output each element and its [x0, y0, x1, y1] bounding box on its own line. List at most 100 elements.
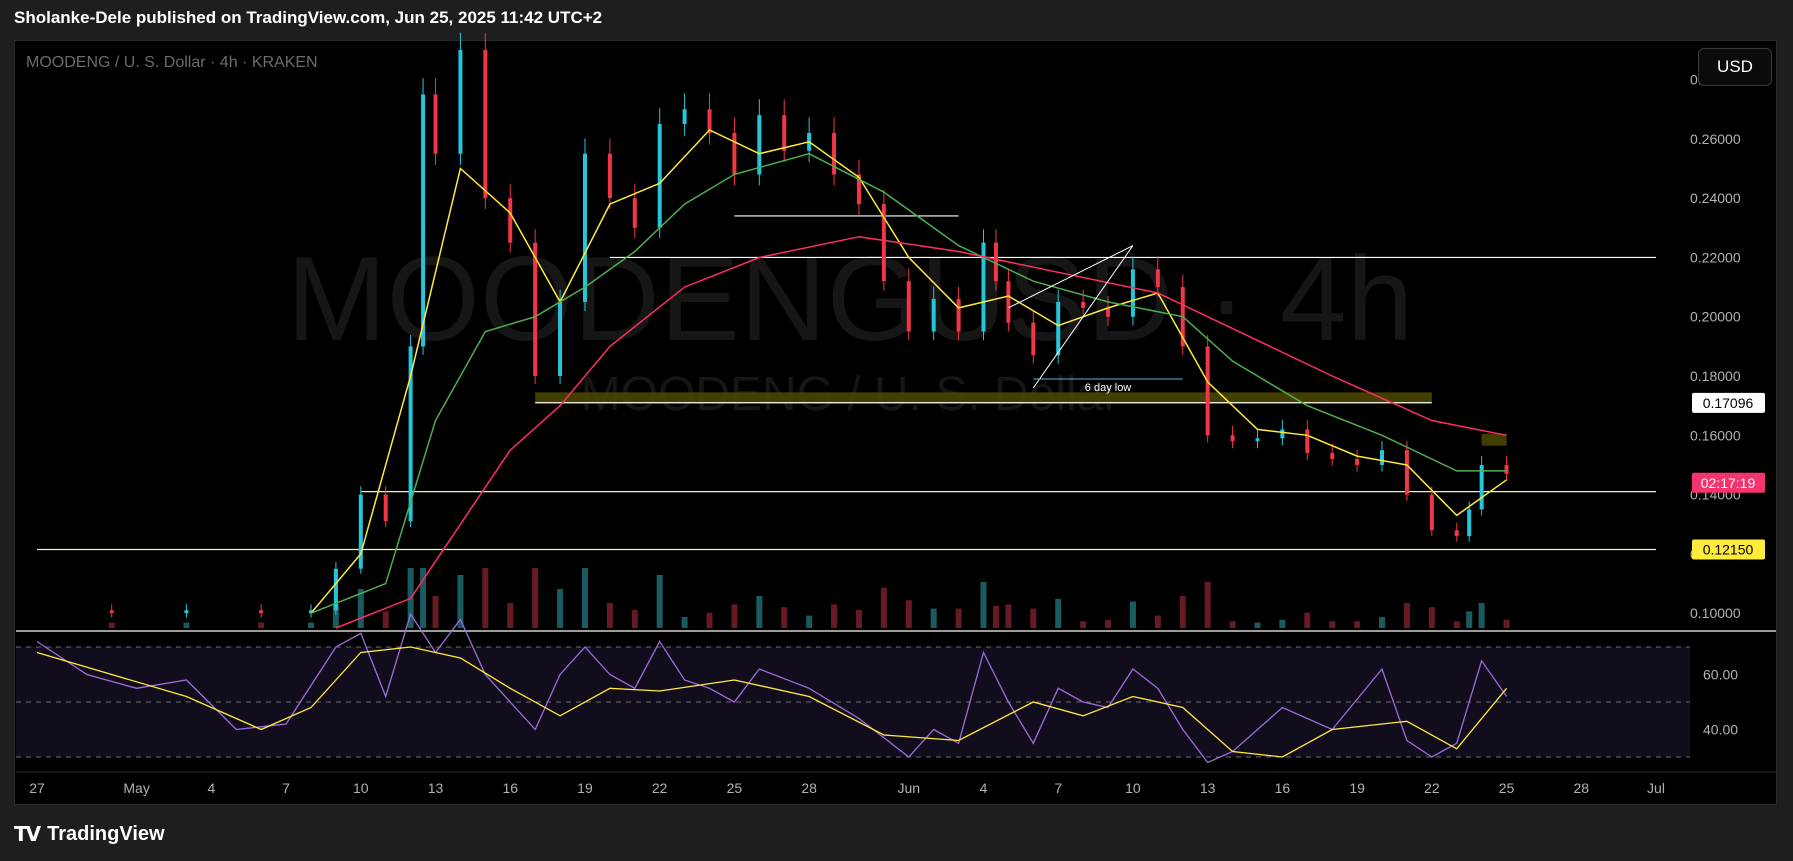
price-label-0: 0.17096: [1703, 395, 1754, 411]
price-label-2: 0.12150: [1703, 541, 1754, 557]
volume-bar: [855, 610, 862, 628]
candle-body: [458, 49, 463, 154]
price-label-bg-1: [1692, 472, 1765, 493]
volume-bar: [1154, 615, 1161, 628]
candle-body: [1081, 301, 1086, 308]
volume-bar: [731, 604, 738, 628]
volume-bar: [1329, 621, 1336, 628]
x-tick-label: 10: [1125, 780, 1141, 796]
volume-bar: [606, 603, 613, 628]
volume-bar: [1403, 603, 1410, 628]
x-tick-label: 4: [207, 780, 215, 796]
volume-bar: [1080, 621, 1087, 628]
candle-body: [657, 124, 662, 228]
series-sma-slow: [335, 235, 1507, 629]
volume-bar: [1428, 607, 1435, 628]
candle-body: [408, 346, 413, 522]
wedge-drawing: [1008, 245, 1134, 389]
x-tick-label: 19: [577, 780, 593, 796]
volume-bar: [1055, 598, 1062, 628]
volume-bar: [420, 568, 427, 628]
volume-bar: [1466, 611, 1473, 628]
volume-bar: [681, 617, 688, 628]
candle-body: [1380, 450, 1385, 465]
supply-zone-1: [1481, 433, 1507, 446]
x-tick-label: 7: [282, 780, 290, 796]
y-tick-label: 0.10000: [1690, 605, 1741, 621]
candle-body: [1230, 435, 1235, 442]
volume-bar: [781, 607, 788, 628]
volume-bar: [332, 604, 339, 628]
volume-bar: [1030, 608, 1037, 628]
volume-bar: [307, 622, 314, 628]
candle-body: [109, 610, 114, 614]
y-tick-label: 0.16000: [1690, 427, 1741, 443]
candle-body: [1205, 346, 1210, 436]
candle-body: [308, 610, 313, 614]
volume-bar: [532, 568, 539, 628]
series-sma-mid: [310, 152, 1507, 614]
x-tick-label: 19: [1349, 780, 1365, 796]
candle-body: [1155, 269, 1160, 288]
candle-body: [1330, 453, 1335, 460]
x-tick-label: 27: [29, 780, 45, 796]
candle-body: [184, 610, 189, 614]
volume-bar: [992, 605, 999, 628]
volume-bar: [581, 568, 588, 628]
candle-body: [421, 94, 426, 347]
volume-bar: [1129, 601, 1136, 628]
volume-bar: [357, 589, 364, 628]
x-tick-label: 25: [727, 780, 743, 796]
candle-body: [508, 198, 513, 243]
candle-body: [1031, 322, 1036, 356]
x-tick-label: 7: [1054, 780, 1062, 796]
volume-bar: [905, 600, 912, 628]
candle-body: [483, 49, 488, 199]
x-tick-label: Jul: [1647, 780, 1665, 796]
price-label-bg-2: [1692, 539, 1765, 560]
x-tick-label: 16: [502, 780, 518, 796]
candle-body: [1404, 450, 1409, 495]
candle-body: [558, 301, 563, 377]
currency-button[interactable]: USD: [1698, 48, 1772, 86]
rsi-tick-label: 60.00: [1703, 667, 1738, 683]
volume-bar: [1304, 612, 1311, 628]
candle-body: [732, 132, 737, 175]
volume-bar: [183, 622, 190, 628]
candle-body: [1280, 429, 1285, 439]
candle-body: [1355, 459, 1360, 465]
candle-body: [782, 115, 787, 151]
candle-body: [358, 494, 363, 569]
x-tick-label: 13: [1200, 780, 1216, 796]
volume-bar: [258, 622, 265, 628]
watermark-main: MOODENGUSD · 4h: [287, 232, 1414, 366]
series-rsi: [36, 612, 1508, 764]
x-tick-label: 16: [1275, 780, 1291, 796]
x-tick-label: 13: [428, 780, 444, 796]
series-rsi-ma: [36, 646, 1508, 758]
footer-brand[interactable]: TV TradingView: [14, 822, 165, 846]
candle-body: [881, 204, 886, 282]
candle-body: [1255, 438, 1260, 442]
series-sma-fast: [310, 129, 1508, 614]
candle-body: [981, 242, 986, 332]
symbol-line: MOODENG / U. S. Dollar · 4h · KRAKEN: [26, 54, 318, 71]
candle-body: [1006, 281, 1011, 323]
candle-body: [956, 298, 961, 332]
brand-name: TradingView: [47, 822, 165, 845]
volume-bar: [1254, 622, 1261, 628]
x-tick-label: 25: [1499, 780, 1515, 796]
volume-bar: [756, 596, 763, 628]
volume-bar: [930, 608, 937, 628]
tradingview-logo-icon: TV: [14, 822, 41, 846]
candle-body: [906, 281, 911, 332]
volume-bar: [382, 611, 389, 628]
candle-body: [1130, 269, 1135, 317]
y-tick-label: 0.18000: [1690, 368, 1741, 384]
candle-body: [1305, 429, 1310, 454]
candle-body: [707, 109, 712, 133]
volume-bar: [706, 612, 713, 628]
candle-body: [832, 132, 837, 175]
y-tick-label: 0.24000: [1690, 190, 1741, 206]
